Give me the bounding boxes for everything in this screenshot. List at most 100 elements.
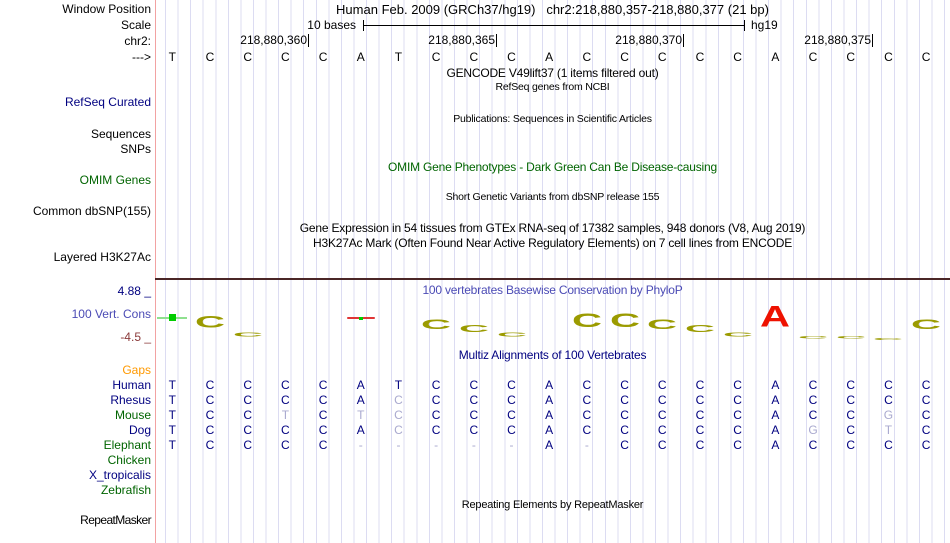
svg-text:C: C (195, 315, 225, 329)
alignment-base-dog: C (205, 423, 215, 437)
alignment-base-rhesus: C (921, 393, 931, 407)
track-label-scale[interactable]: Scale (120, 18, 151, 32)
alignment-base-dog: T (168, 423, 176, 437)
track-label-[interactable]: ---> (132, 50, 151, 64)
track-message-publications-sequences-in-scientific-art[interactable]: Publications: Sequences in Scientific Ar… (453, 113, 652, 125)
window-position-title: Human Feb. 2009 (GRCh37/hg19) chr2:218,8… (336, 2, 769, 17)
alignment-base-rhesus: C (243, 393, 252, 407)
alignment-base-elephant: C (657, 438, 667, 452)
reference-base: C (846, 50, 856, 64)
alignment-base-rhesus: C (205, 393, 215, 407)
reference-base: C (695, 50, 705, 64)
track-label-common-dbsnp-155[interactable]: Common dbSNP(155) (32, 204, 151, 218)
alignment-base-rhesus: C (846, 393, 856, 407)
track-message-gencode-v49lift37-1-items-filtered-out[interactable]: GENCODE V49lift37 (1 items filtered out) (446, 66, 659, 80)
alignment-base-dog: C (507, 423, 516, 437)
alignment-base-rhesus: C (657, 393, 667, 407)
track-message-multiz-alignments-of-100-vertebrates[interactable]: Multiz Alignments of 100 Vertebrates (458, 348, 647, 362)
alignment-base-human: C (205, 378, 215, 392)
alignment-base-human: C (733, 378, 742, 392)
svg-text:C: C (723, 332, 754, 337)
alignment-base-dog: C (620, 423, 629, 437)
alignment-base-mouse: C (318, 408, 328, 422)
alignment-base-mouse: T (281, 408, 290, 422)
reference-base: A (545, 50, 554, 64)
alignment-base-human: C (281, 378, 290, 392)
alignment-base-elephant: C (921, 438, 931, 452)
track-label-sequences[interactable]: Sequences (90, 127, 151, 141)
alignment-base-mouse: C (620, 408, 629, 422)
track-label-refseq-curated[interactable]: RefSeq Curated (64, 95, 151, 109)
conservation-logo-letter: C (194, 313, 226, 332)
track-label-elephant[interactable]: Elephant (103, 438, 151, 452)
reference-base: C (469, 50, 479, 64)
alignment-base-rhesus: A (356, 393, 365, 407)
alignment-base-mouse: C (808, 408, 818, 422)
track-message-short-genetic-variants-from-dbsnp-releas[interactable]: Short Genetic Variants from dbSNP releas… (445, 191, 660, 203)
svg-text:A: A (760, 304, 790, 329)
track-message-refseq-genes-from-ncbi[interactable]: RefSeq genes from NCBI (495, 81, 610, 93)
alignment-base-dog: C (582, 423, 592, 437)
svg-text:C: C (873, 338, 903, 340)
conservation-logo-letter: C (910, 316, 942, 332)
reference-base: C (243, 50, 252, 64)
track-label-gaps[interactable]: Gaps (122, 363, 151, 377)
track-label-x-tropicalis[interactable]: X_tropicalis (88, 468, 151, 482)
alignment-base-mouse: C (657, 408, 667, 422)
track-message-omim-gene-phenotypes-dark-green-can-be-d[interactable]: OMIM Gene Phenotypes - Dark Green Can Be… (388, 160, 717, 174)
alignment-base-human: C (620, 378, 629, 392)
scale-value: 10 bases (307, 18, 356, 32)
alignment-base-elephant: C (846, 438, 856, 452)
track-message-h3k27ac-mark-often-found-near-active-reg[interactable]: H3K27Ac Mark (Often Found Near Active Re… (313, 236, 792, 250)
track-label-snps[interactable]: SNPs (120, 142, 151, 156)
svg-text:C: C (421, 318, 451, 330)
alignment-base-elephant: - (509, 438, 514, 452)
alignment-base-rhesus: A (771, 393, 780, 407)
alignment-base-rhesus: C (808, 393, 818, 407)
conservation-marker-square (168, 314, 176, 321)
scale-bar-right-tick (744, 20, 745, 31)
alignment-base-human: C (884, 378, 893, 392)
track-label-rhesus[interactable]: Rhesus (110, 393, 151, 407)
track-label-dog[interactable]: Dog (128, 423, 151, 437)
track-label-4-5[interactable]: -4.5 _ (120, 330, 151, 344)
alignment-base-dog: A (771, 423, 780, 437)
alignment-base-elephant: C (318, 438, 328, 452)
alignment-base-mouse: C (695, 408, 705, 422)
alignment-base-mouse: C (582, 408, 592, 422)
alignment-base-human: A (771, 378, 780, 392)
alignment-base-rhesus: C (469, 393, 479, 407)
alignment-base-human: T (394, 378, 403, 392)
track-label-human[interactable]: Human (112, 378, 151, 392)
track-label-layered-h3k27ac[interactable]: Layered H3K27Ac (53, 250, 151, 264)
conservation-logo-letter: C (458, 320, 490, 334)
track-message-100-vertebrates-basewise-conservation-by[interactable]: 100 vertebrates Basewise Conservation by… (422, 283, 683, 297)
track-label-100-vert-cons[interactable]: 100 Vert. Cons (71, 307, 151, 321)
track-message-repeating-elements-by-repeatmasker[interactable]: Repeating Elements by RepeatMasker (461, 499, 644, 511)
conservation-logo-letter: C (232, 324, 264, 338)
svg-text:C: C (911, 318, 941, 330)
track-label-repeatmasker[interactable]: RepeatMasker (80, 513, 151, 527)
track-label-omim-genes[interactable]: OMIM Genes (79, 173, 151, 187)
conservation-track-top-border (155, 278, 950, 280)
alignment-base-elephant: - (396, 438, 401, 452)
alignment-base-elephant: C (620, 438, 629, 452)
track-label-4-88[interactable]: 4.88 _ (117, 284, 151, 298)
alignment-base-human: C (507, 378, 516, 392)
track-label-chicken[interactable]: Chicken (107, 453, 151, 467)
track-message-gene-expression-in-54-tissues-from-gtex-[interactable]: Gene Expression in 54 tissues from GTEx … (299, 221, 806, 235)
track-area-left-border (155, 0, 156, 543)
track-label-window-position[interactable]: Window Position (62, 2, 151, 16)
track-label-chr2[interactable]: chr2: (124, 34, 151, 48)
svg-text:C: C (233, 332, 264, 337)
ruler-tick-218-880-365: 218,880,365 (395, 34, 497, 47)
alignment-base-human: C (243, 378, 252, 392)
svg-text:C: C (836, 336, 866, 339)
track-label-mouse[interactable]: Mouse (114, 408, 151, 422)
alignment-base-dog: T (884, 423, 893, 437)
track-label-zebrafish[interactable]: Zebrafish (100, 483, 151, 497)
alignment-base-rhesus: C (582, 393, 592, 407)
alignment-base-human: C (582, 378, 592, 392)
alignment-base-elephant: C (281, 438, 290, 452)
alignment-base-mouse: C (243, 408, 252, 422)
